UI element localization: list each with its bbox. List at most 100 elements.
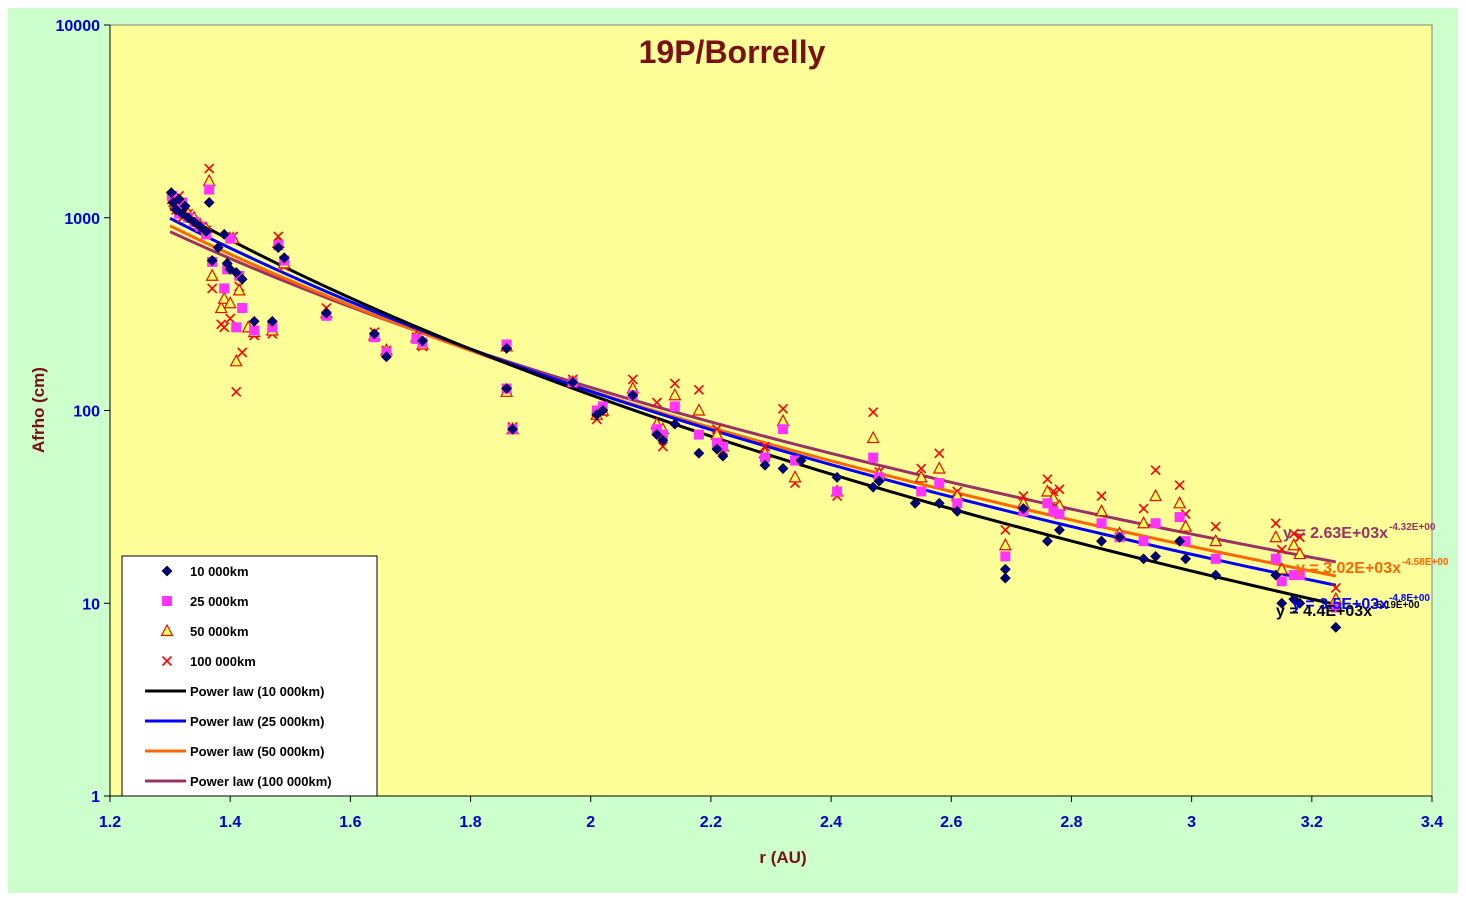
- cross-stroke: [1096, 490, 1107, 502]
- data-point: [237, 303, 248, 314]
- x-tick-label: 1.2: [99, 814, 121, 831]
- series-100-000km: [168, 163, 1341, 594]
- data-point: [1150, 465, 1161, 476]
- data-point: [231, 386, 242, 397]
- data-point: [501, 383, 513, 394]
- data-point: [237, 347, 248, 358]
- data-point: [1150, 550, 1162, 562]
- x-tick-label: 2: [586, 814, 595, 831]
- data-point: [1288, 528, 1299, 539]
- data-point: [223, 295, 237, 309]
- data-point: [790, 455, 801, 466]
- data-point: [188, 216, 200, 228]
- data-point: [1149, 488, 1163, 502]
- cross-stroke: [1000, 524, 1011, 536]
- data-point: [249, 325, 260, 336]
- legend-label: Power law (25 000km): [190, 714, 324, 729]
- data-point: [657, 434, 669, 446]
- data-point: [788, 470, 802, 483]
- data-point: [1210, 569, 1222, 581]
- data-point: [1330, 602, 1341, 613]
- data-point: [1287, 537, 1301, 551]
- data-point: [867, 481, 879, 493]
- data-point: [951, 505, 963, 517]
- data-point: [232, 283, 246, 296]
- data-point: [217, 291, 231, 304]
- data-point: [225, 313, 236, 324]
- data-point: [1210, 521, 1221, 532]
- data-point: [693, 447, 705, 459]
- data-point: [368, 328, 380, 340]
- data-point: [909, 497, 921, 509]
- data-point: [1330, 621, 1342, 633]
- data-point: [218, 228, 230, 240]
- data-point: [1294, 532, 1305, 543]
- x-tick-label: 1.8: [459, 814, 481, 831]
- data-point: [225, 233, 236, 244]
- data-point: [866, 430, 880, 444]
- data-point: [200, 225, 212, 237]
- data-point: [717, 441, 728, 452]
- data-point: [204, 163, 215, 174]
- data-point: [1096, 518, 1107, 529]
- data-point: [567, 376, 579, 388]
- legend-marker: [161, 655, 173, 667]
- data-point: [1000, 524, 1011, 536]
- cross-stroke: [1138, 503, 1149, 514]
- data-point: [267, 322, 278, 333]
- data-point: [711, 443, 723, 455]
- fit-equation-exponent: -4.32E+00: [1389, 522, 1436, 533]
- legend: 10 000km 25 000km 50 000km 100 000km Power l…: [121, 555, 378, 797]
- y-tick-label: 1: [91, 789, 100, 806]
- data-point: [1179, 519, 1193, 532]
- data-point: [1000, 551, 1011, 562]
- data-point: [1138, 536, 1149, 547]
- data-point: [236, 273, 248, 285]
- data-point: [1209, 533, 1223, 547]
- data-point: [1210, 553, 1221, 564]
- data-point: [1138, 553, 1149, 565]
- legend-label: Power law (50 000km): [190, 744, 324, 759]
- data-point: [1096, 535, 1107, 547]
- x-tick-label: 3.4: [1421, 814, 1443, 831]
- data-point: [1042, 474, 1053, 485]
- data-point: [597, 405, 609, 416]
- data-point: [795, 455, 807, 466]
- fit-equation-exponent: -5.19E+00: [1373, 600, 1420, 611]
- data-point: [1270, 553, 1281, 564]
- x-tick-label: 3.2: [1301, 814, 1323, 831]
- data-point: [934, 448, 945, 459]
- fit-equation: y = 2.63E+03x: [1283, 525, 1388, 542]
- data-point: [1180, 553, 1192, 565]
- data-point: [873, 475, 885, 487]
- cross-stroke: [1210, 521, 1221, 532]
- data-point: [1294, 597, 1306, 609]
- cross-stroke: [204, 163, 215, 174]
- data-point: [229, 354, 243, 367]
- x-axis-label: r (AU): [759, 848, 806, 867]
- data-point: [248, 315, 260, 327]
- legend-label: Power law (10 000km): [190, 684, 324, 699]
- data-point: [1138, 503, 1149, 514]
- data-point: [165, 187, 177, 199]
- cross-stroke: [1174, 480, 1185, 491]
- data-point: [657, 429, 668, 440]
- cross-stroke: [1270, 518, 1281, 529]
- data-point: [212, 242, 224, 254]
- data-point: [1276, 544, 1287, 555]
- data-point: [501, 342, 513, 354]
- data-point: [1275, 562, 1289, 575]
- x-tick-label: 2.4: [820, 814, 842, 831]
- y-tick-label: 10: [82, 596, 100, 613]
- cross-stroke: [161, 655, 173, 667]
- data-point: [1330, 582, 1341, 594]
- y-axis-label: Afrho (cm): [29, 367, 48, 453]
- data-point: [173, 193, 185, 205]
- data-point: [417, 335, 428, 347]
- data-point: [868, 407, 879, 418]
- data-point: [1174, 512, 1185, 523]
- data-point: [1174, 480, 1185, 491]
- data-point: [230, 267, 242, 278]
- data-point: [1114, 531, 1125, 543]
- y-tick-label: 1000: [64, 211, 100, 228]
